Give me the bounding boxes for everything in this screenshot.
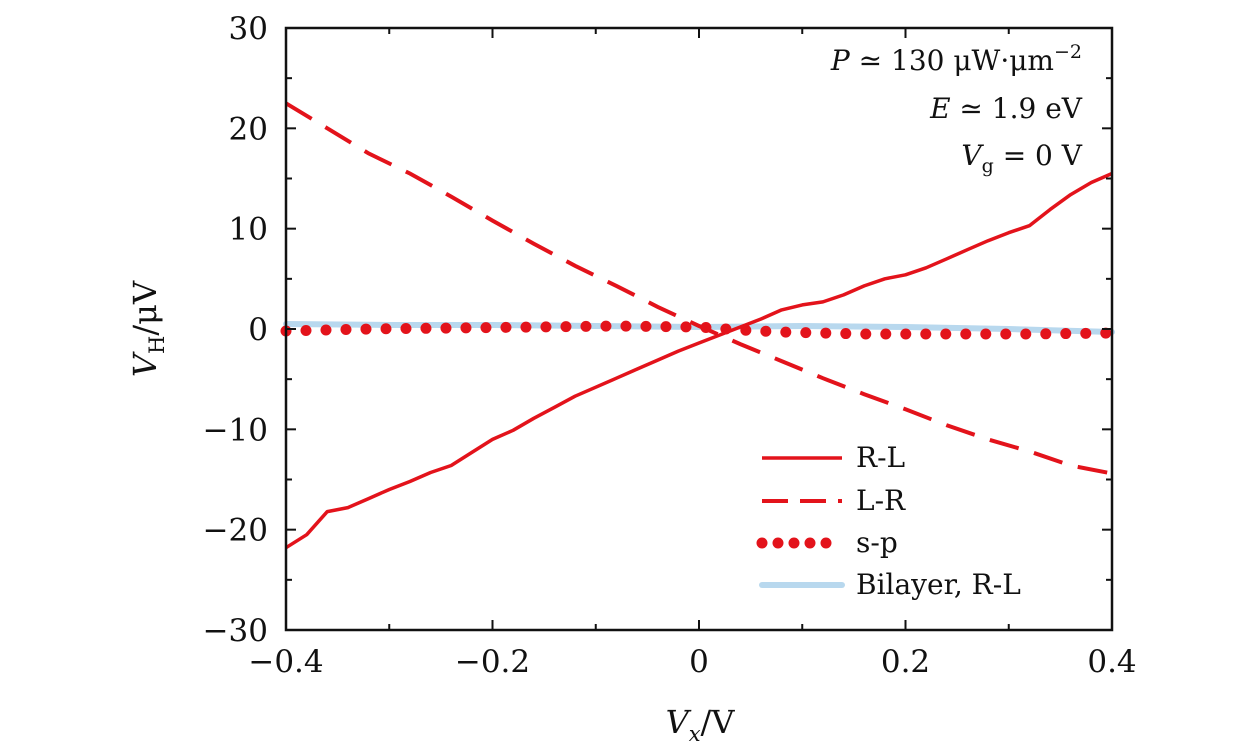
x-tick-label: −0.2 [455, 644, 530, 680]
annotation-energy: E ≃ 1.9 eV [929, 92, 1083, 125]
legend-label: R-L [856, 441, 905, 474]
y-tick-label: −10 [203, 412, 268, 448]
legend-label: L-R [856, 484, 906, 517]
x-tick-label: 0 [689, 644, 709, 680]
ticks-layer: −0.4 −0.2 0 0.2 0.4 30 20 10 0 −10 −20 −30 [203, 11, 1137, 680]
x-axis-title: Vx/V [666, 703, 736, 746]
y-tick-label: 30 [229, 11, 268, 47]
y-tick-label: −20 [203, 513, 268, 549]
y-tick-label: 20 [229, 111, 268, 147]
y-tick-label: −30 [203, 613, 268, 649]
series-line-l-r [284, 101, 1113, 476]
y-axis-title: VH/μV [126, 280, 169, 377]
annotation-power: P ≃ 130 μW·μm−2 [830, 41, 1082, 77]
series-line-r-l [285, 171, 1113, 550]
y-tick-label: 10 [229, 212, 268, 248]
x-tick-label: −0.4 [248, 644, 323, 680]
legend-label: Bilayer, R-L [856, 568, 1021, 601]
legend-label: s-p [856, 526, 898, 559]
legend: R-L L-R s-p Bilayer, R-L [756, 441, 1021, 601]
x-tick-label: 0.2 [881, 644, 930, 680]
series-layer [280, 101, 1118, 550]
annotation-gate: Vg = 0 V [961, 139, 1082, 177]
x-tick-label: 0.4 [1087, 644, 1136, 680]
series-line-s-p [280, 320, 1118, 340]
y-tick-label: 0 [248, 312, 268, 348]
